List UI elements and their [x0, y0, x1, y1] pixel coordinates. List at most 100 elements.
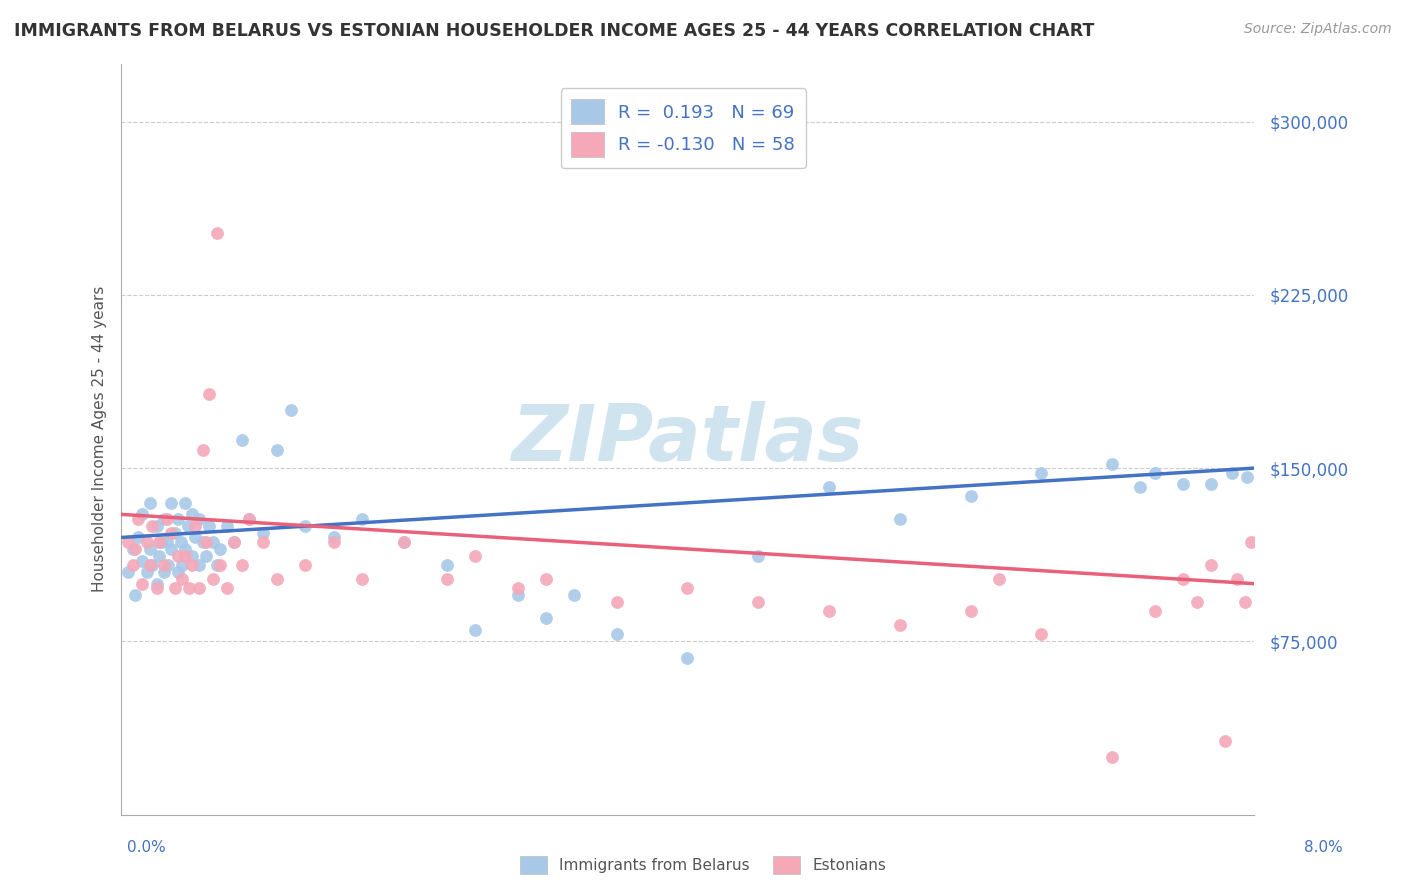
- Point: [172, 558, 194, 573]
- Point: [217, 581, 239, 595]
- Point: [117, 535, 139, 549]
- Point: [1185, 595, 1208, 609]
- Point: [818, 480, 841, 494]
- Point: [217, 519, 239, 533]
- Point: [124, 588, 146, 602]
- Point: [606, 627, 628, 641]
- Point: [1031, 466, 1053, 480]
- Point: [280, 403, 302, 417]
- Point: [127, 531, 149, 545]
- Point: [159, 496, 181, 510]
- Point: [179, 581, 201, 595]
- Point: [148, 535, 170, 549]
- Point: [266, 572, 288, 586]
- Point: [145, 581, 167, 595]
- Legend: R =  0.193   N = 69, R = -0.130   N = 58: R = 0.193 N = 69, R = -0.130 N = 58: [561, 88, 806, 168]
- Point: [149, 535, 172, 549]
- Point: [1129, 480, 1152, 494]
- Point: [506, 581, 529, 595]
- Point: [166, 549, 188, 563]
- Point: [1171, 572, 1194, 586]
- Point: [464, 623, 486, 637]
- Point: [163, 581, 186, 595]
- Point: [676, 650, 699, 665]
- Point: [184, 519, 207, 533]
- Point: [193, 442, 215, 457]
- Point: [121, 541, 143, 556]
- Point: [506, 588, 529, 602]
- Point: [394, 535, 416, 549]
- Point: [889, 618, 911, 632]
- Text: ZIPatlas: ZIPatlas: [512, 401, 863, 477]
- Point: [202, 572, 225, 586]
- Point: [145, 576, 167, 591]
- Point: [195, 535, 218, 549]
- Point: [138, 541, 160, 556]
- Point: [534, 572, 557, 586]
- Point: [747, 595, 769, 609]
- Point: [464, 549, 486, 563]
- Point: [1213, 733, 1236, 747]
- Text: Source: ZipAtlas.com: Source: ZipAtlas.com: [1244, 22, 1392, 37]
- Point: [148, 549, 170, 563]
- Point: [138, 496, 160, 510]
- Point: [1222, 466, 1244, 480]
- Point: [209, 541, 232, 556]
- Point: [1199, 558, 1222, 573]
- Point: [1143, 466, 1166, 480]
- Point: [747, 549, 769, 563]
- Point: [198, 519, 221, 533]
- Point: [1171, 477, 1194, 491]
- Point: [195, 549, 218, 563]
- Point: [959, 489, 981, 503]
- Point: [172, 572, 194, 586]
- Point: [1199, 477, 1222, 491]
- Point: [152, 565, 174, 579]
- Point: [193, 535, 215, 549]
- Point: [155, 535, 177, 549]
- Point: [1234, 595, 1257, 609]
- Point: [322, 535, 344, 549]
- Point: [174, 496, 197, 510]
- Point: [1226, 572, 1249, 586]
- Point: [252, 535, 274, 549]
- Point: [209, 558, 232, 573]
- Point: [394, 535, 416, 549]
- Point: [159, 525, 181, 540]
- Point: [141, 558, 163, 573]
- Point: [562, 588, 585, 602]
- Point: [207, 558, 229, 573]
- Point: [163, 525, 186, 540]
- Point: [198, 387, 221, 401]
- Point: [1101, 749, 1123, 764]
- Point: [350, 572, 373, 586]
- Point: [184, 531, 207, 545]
- Point: [177, 519, 200, 533]
- Point: [141, 519, 163, 533]
- Point: [224, 535, 246, 549]
- Point: [188, 581, 211, 595]
- Point: [1031, 627, 1053, 641]
- Point: [987, 572, 1010, 586]
- Point: [188, 512, 211, 526]
- Point: [322, 531, 344, 545]
- Point: [135, 565, 157, 579]
- Point: [131, 576, 153, 591]
- Point: [202, 535, 225, 549]
- Point: [1236, 470, 1258, 484]
- Point: [156, 558, 179, 573]
- Point: [166, 512, 188, 526]
- Point: [238, 512, 260, 526]
- Point: [252, 525, 274, 540]
- Point: [294, 558, 316, 573]
- Point: [534, 611, 557, 625]
- Point: [181, 549, 204, 563]
- Point: [121, 558, 143, 573]
- Text: 8.0%: 8.0%: [1303, 840, 1343, 855]
- Point: [145, 519, 167, 533]
- Point: [224, 535, 246, 549]
- Point: [188, 558, 211, 573]
- Text: 0.0%: 0.0%: [127, 840, 166, 855]
- Point: [207, 226, 229, 240]
- Point: [294, 519, 316, 533]
